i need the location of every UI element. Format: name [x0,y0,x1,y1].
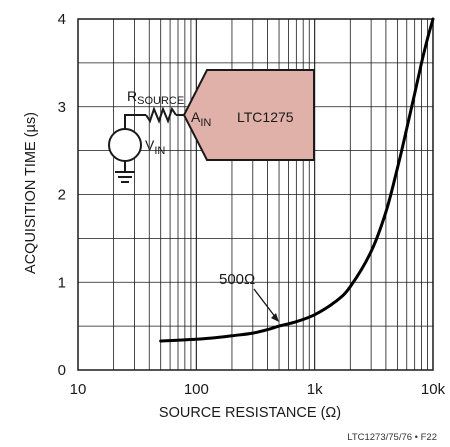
resistor-symbol [145,106,177,124]
arrowhead-icon [271,313,279,322]
x-axis-label: SOURCE RESISTANCE (Ω) [159,405,341,421]
y-axis-label: ACQUISITION TIME (µs) [23,112,39,274]
figure-id: LTC1273/75/76 • F22 [347,432,437,443]
y-tick-label: 4 [58,11,66,28]
x-tick-label: 10k [421,381,446,398]
tick-labels: 10 100 1k 10k 0 1 2 3 4 [58,11,446,398]
x-tick-label: 100 [184,381,209,398]
x-tick-label: 1k [307,381,323,398]
y-tick-label: 3 [58,99,66,116]
series-line [159,17,435,343]
ground-icon [115,171,135,183]
source-label: VIN [145,137,165,157]
chip-label: LTC1275 [237,109,294,125]
circuit-inset: LTC1275 AIN RSOURCE VIN [108,69,315,183]
annotation-500-ohm: 500Ω [219,271,279,322]
input-label: AIN [191,109,211,129]
y-tick-label: 1 [58,274,66,291]
y-tick-label: 0 [58,362,66,379]
annotation-label: 500Ω [219,271,255,288]
y-tick-label: 2 [58,187,66,204]
x-tick-label: 10 [70,381,87,398]
plot-frame [77,18,434,371]
series-layer [159,17,435,343]
annotation-arrow [253,288,277,319]
voltage-source-symbol [108,128,142,162]
chip-body [182,69,315,161]
resistor-label: RSOURCE [127,88,184,107]
